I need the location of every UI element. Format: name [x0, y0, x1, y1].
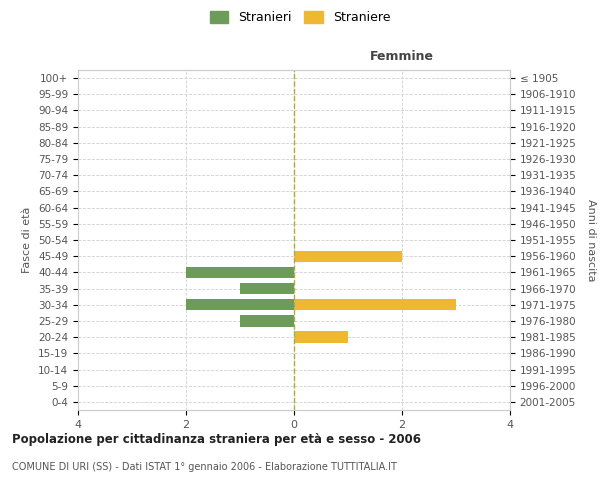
- Bar: [240, 316, 294, 326]
- Bar: [294, 332, 348, 343]
- Bar: [294, 299, 456, 310]
- Legend: Stranieri, Straniere: Stranieri, Straniere: [209, 11, 391, 24]
- Text: Femmine: Femmine: [370, 50, 434, 63]
- Text: COMUNE DI URI (SS) - Dati ISTAT 1° gennaio 2006 - Elaborazione TUTTITALIA.IT: COMUNE DI URI (SS) - Dati ISTAT 1° genna…: [12, 462, 397, 472]
- Bar: [240, 283, 294, 294]
- Bar: [186, 266, 294, 278]
- Bar: [294, 250, 402, 262]
- Text: Popolazione per cittadinanza straniera per età e sesso - 2006: Popolazione per cittadinanza straniera p…: [12, 432, 421, 446]
- Y-axis label: Fasce di età: Fasce di età: [22, 207, 32, 273]
- Bar: [186, 299, 294, 310]
- Y-axis label: Anni di nascita: Anni di nascita: [586, 198, 596, 281]
